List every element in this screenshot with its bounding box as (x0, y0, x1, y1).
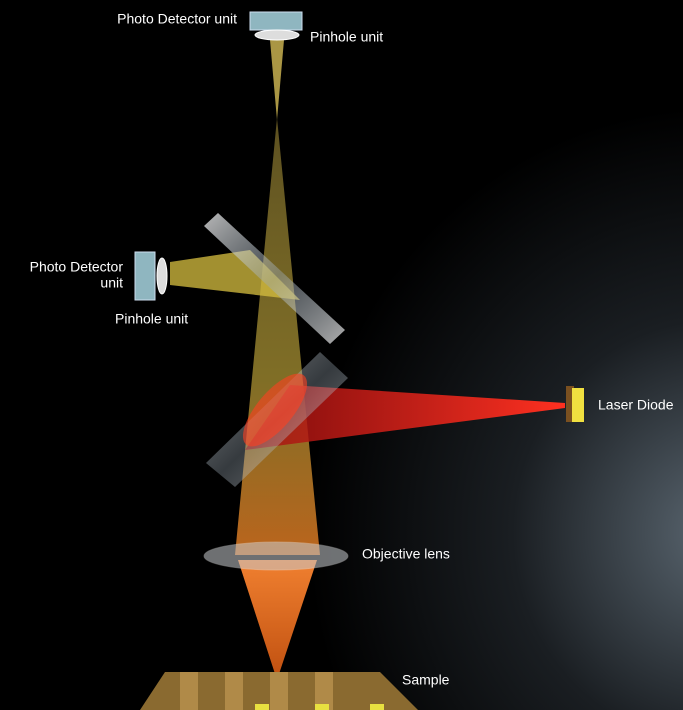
page: Photo Detector unit Pinhole unit Photo D… (0, 0, 683, 710)
label: unit (100, 275, 123, 291)
label: Photo Detector unit (117, 11, 237, 27)
photo-detector (250, 12, 302, 30)
label: Pinhole unit (310, 29, 383, 45)
mark (315, 704, 329, 710)
ridge (225, 672, 243, 710)
label: Sample (402, 672, 450, 688)
mark (370, 704, 384, 710)
label: Objective lens (362, 546, 450, 562)
diagram: Photo Detector unit Pinhole unit Photo D… (0, 0, 683, 710)
objective-lens (204, 542, 348, 570)
background (0, 0, 683, 710)
laser-diode (572, 388, 584, 422)
label: Pinhole unit (115, 311, 188, 327)
mark (255, 704, 269, 710)
pinhole (157, 258, 167, 294)
ridge (180, 672, 198, 710)
ridge (270, 672, 288, 710)
label: Photo Detector (30, 259, 124, 275)
photo-detector (135, 252, 155, 300)
label: Laser Diode (598, 397, 674, 413)
pinhole (255, 30, 299, 40)
